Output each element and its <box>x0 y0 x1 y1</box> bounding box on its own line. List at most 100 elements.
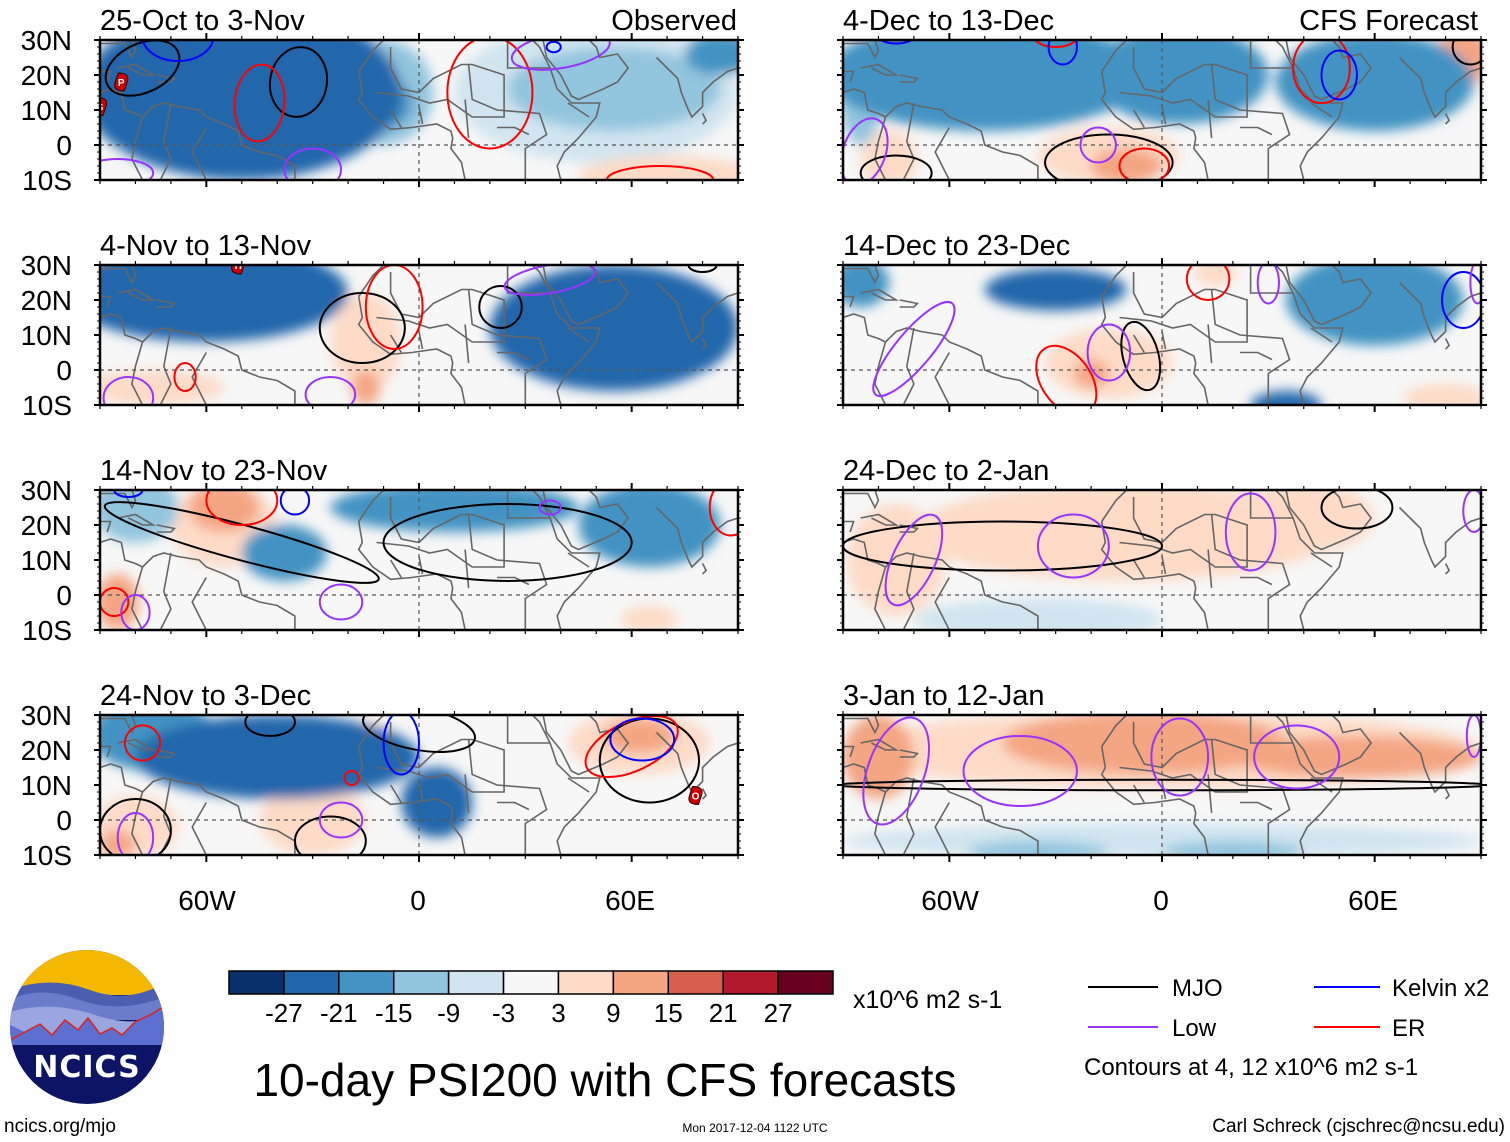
contour-low <box>304 376 357 405</box>
coastline <box>1249 265 1294 294</box>
contour-mjo <box>478 285 523 329</box>
coastline <box>389 559 402 578</box>
coastline <box>1398 506 1481 569</box>
coastline <box>655 281 738 344</box>
coastline <box>843 313 886 343</box>
coastline <box>357 521 466 630</box>
footer-url[interactable]: ncics.org/mjo <box>4 1116 116 1137</box>
coastline <box>860 513 900 526</box>
coastline <box>843 745 855 758</box>
coastline <box>191 352 208 405</box>
shading-region <box>684 40 738 75</box>
coastline <box>874 566 887 630</box>
contour-kelvin-x2 <box>1320 49 1358 101</box>
coastline <box>100 265 137 285</box>
shading-region <box>1091 148 1162 180</box>
coastline <box>1119 272 1248 343</box>
contour-low <box>1253 724 1341 790</box>
coastline <box>506 40 551 69</box>
contour-layer <box>100 490 738 630</box>
coastline <box>464 774 470 814</box>
panel-title: 14-Nov to 23-Nov <box>100 455 328 487</box>
panel-plot-area <box>843 265 1481 405</box>
contour-low <box>843 117 889 180</box>
coastline <box>131 566 144 630</box>
coastline <box>1126 715 1128 716</box>
colorbar-swatch <box>612 970 670 995</box>
coastline <box>843 538 886 568</box>
tropical-cyclone-icon: P <box>114 72 129 92</box>
colorbar-swatch <box>283 970 340 995</box>
coastline <box>497 351 530 361</box>
coastline <box>100 88 143 118</box>
coastline <box>899 749 920 758</box>
shading-region <box>135 715 419 799</box>
cyclone-letter: P <box>118 78 125 89</box>
ncics-logo: NCICS <box>10 950 164 1104</box>
coastline <box>1161 331 1167 350</box>
contour-er <box>708 490 738 537</box>
coastline <box>655 56 738 119</box>
contour-low <box>1256 265 1280 305</box>
cyclone-letter: H <box>235 261 242 272</box>
panel-plot-area: PS <box>100 40 738 180</box>
coastline <box>464 324 470 364</box>
contour-er <box>100 587 130 617</box>
coastline <box>1210 514 1291 630</box>
coastline <box>100 520 112 533</box>
map-panel-p7: 24-Dec to 2-Jan <box>837 455 1487 637</box>
coastline <box>418 106 424 125</box>
coastline <box>358 715 385 747</box>
y-tick-label: 10N <box>21 320 72 351</box>
contour-layer <box>843 715 1481 826</box>
contour-low <box>1036 513 1110 579</box>
panel-plot-area: H <box>100 261 738 405</box>
contour-mjo <box>1044 133 1174 180</box>
contour-er <box>233 63 286 143</box>
panel-plot-area <box>843 715 1481 855</box>
y-tick-label: 10S <box>22 840 72 871</box>
coastline <box>1119 722 1248 793</box>
coastline <box>159 327 172 405</box>
coastline <box>156 749 177 758</box>
x-tick-label-left-60e: 60E <box>605 885 655 916</box>
y-tick-label: 10N <box>21 770 72 801</box>
coastline <box>131 116 144 180</box>
contour-mjo <box>268 46 329 118</box>
coastline <box>531 490 601 630</box>
shading-region <box>1286 265 1464 346</box>
colorbar: -27 -21 -15 -9 -3 3 9 15 21 27 <box>228 970 834 1028</box>
coastline <box>1207 324 1213 364</box>
contour-er <box>173 362 197 392</box>
contour-mjo <box>104 40 181 97</box>
tropical-cyclone-icon: S <box>100 97 108 117</box>
y-tick-label: 10N <box>21 95 72 126</box>
axis-ticks <box>837 708 1487 862</box>
coastline <box>141 777 296 855</box>
coastline <box>701 338 708 350</box>
coastline <box>542 715 630 776</box>
coastline <box>131 791 144 855</box>
coastline <box>531 265 601 405</box>
colorbar-swatch <box>392 970 450 995</box>
panel-title: 3-Jan to 12-Jan <box>843 680 1045 712</box>
coastline <box>497 126 530 136</box>
coastline <box>874 791 887 855</box>
coastline <box>100 295 112 308</box>
coastlines <box>843 715 1481 855</box>
contour-low <box>102 376 155 405</box>
coastline <box>464 549 470 589</box>
coastline <box>506 490 551 519</box>
coastline <box>884 102 1039 180</box>
contour-kelvin-x2 <box>1441 271 1481 329</box>
coastline <box>389 784 402 803</box>
coastline <box>376 497 505 568</box>
coastline <box>1132 334 1145 353</box>
contour-low <box>283 147 343 180</box>
colorbar-label: -27 <box>265 998 303 1028</box>
coastline <box>701 113 708 125</box>
colorbar-swatch <box>722 970 779 995</box>
coastline <box>1444 563 1451 575</box>
coastline <box>156 299 177 308</box>
y-tick-label: 0 <box>56 355 72 386</box>
